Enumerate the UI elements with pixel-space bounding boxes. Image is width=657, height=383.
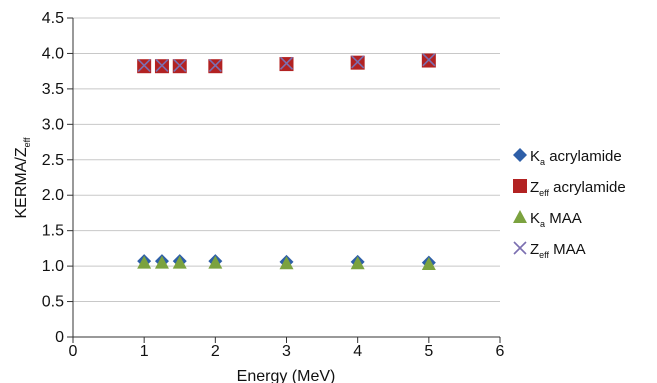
y-tick-label: 3.0 xyxy=(42,116,64,133)
x-tick-label: 3 xyxy=(282,343,291,360)
data-point-triangle xyxy=(172,255,187,269)
legend-marker-diamond xyxy=(513,148,527,162)
data-point-x xyxy=(351,55,365,69)
legend-marker-triangle xyxy=(513,210,527,223)
x-tick-labels: 0 1 2 3 4 5 6 xyxy=(69,343,505,360)
legend-label: Ka MAA xyxy=(530,210,582,229)
y-tick-label: 0.5 xyxy=(42,294,64,311)
axes xyxy=(67,17,501,343)
data-point-triangle xyxy=(208,255,223,269)
data-point-x xyxy=(155,58,169,73)
data-point-triangle xyxy=(154,255,169,269)
legend: Ka acrylamide Zeff acrylamide Ka MAA Zeff M… xyxy=(513,148,626,260)
legend-label: Ka acrylamide xyxy=(530,148,622,167)
legend-marker-square xyxy=(513,179,527,193)
y-tick-label: 4.0 xyxy=(42,45,64,62)
x-tick-label: 6 xyxy=(496,343,505,360)
y-tick-label: 2.0 xyxy=(42,187,64,204)
data-point-x xyxy=(422,53,436,67)
y-tick-label: 4.5 xyxy=(42,10,64,27)
x-tick-label: 1 xyxy=(140,343,149,360)
x-tick-label: 4 xyxy=(353,343,362,360)
y-tick-label: 0 xyxy=(55,329,64,346)
data-point-x xyxy=(208,58,222,73)
x-tick-label: 0 xyxy=(69,343,78,360)
legend-label: Zeff MAA xyxy=(530,241,586,260)
y-tick-label: 1.0 xyxy=(42,258,64,275)
legend-marker-x xyxy=(513,241,527,255)
y-tick-labels: 0 0.5 1.0 1.5 2.0 2.5 3.0 3.5 4.0 4.5 xyxy=(42,10,64,346)
legend-label: Zeff acrylamide xyxy=(530,179,626,198)
x-axis-title: Energy (MeV) xyxy=(237,368,336,383)
y-axis-title: KERMA/Zeff xyxy=(13,137,32,218)
y-tick-label: 1.5 xyxy=(42,223,64,240)
data-points xyxy=(137,53,436,270)
data-point-x xyxy=(137,58,151,73)
x-tick-label: 2 xyxy=(211,343,220,360)
y-tick-label: 2.5 xyxy=(42,152,64,169)
x-tick-label: 5 xyxy=(424,343,433,360)
data-point-triangle xyxy=(350,256,365,270)
data-point-triangle xyxy=(137,255,152,269)
data-point-x xyxy=(173,58,187,73)
data-point-x xyxy=(279,56,294,70)
data-point-triangle xyxy=(279,256,294,270)
data-point-triangle xyxy=(421,256,436,270)
y-tick-label: 3.5 xyxy=(42,81,64,98)
